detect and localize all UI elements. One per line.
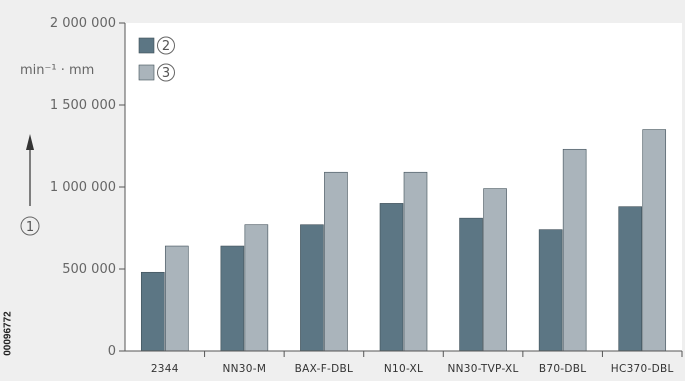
y-axis-marker: 1 (20, 134, 40, 236)
y-tick-label: 0 (108, 344, 116, 359)
legend: 23 (138, 36, 175, 82)
bar-series-2 (300, 224, 324, 352)
plot-area (125, 23, 682, 351)
x-tick-labels: 2344 NN30-M BAX-F-DBL N10-XL NN30-TVP-XL B70-… (151, 351, 683, 375)
bar-series-3 (164, 245, 189, 352)
bar-series-3 (324, 171, 348, 352)
document-code-text: 00096772 (2, 311, 14, 356)
y-tick-label: 1 500 000 (50, 98, 116, 113)
bar-series-3 (483, 188, 507, 352)
bars-group (140, 129, 667, 352)
y-tick-labels: 0 500 000 1 000 000 1 500 000 2 000 000 (50, 16, 125, 359)
bar-series-2 (140, 271, 165, 352)
legend-label: 3 (162, 66, 170, 81)
marker-label: 1 (26, 220, 34, 235)
bar-series-2 (459, 217, 483, 352)
bar-series-2 (538, 229, 563, 352)
x-tick-label: N10-XL (384, 363, 423, 375)
x-tick-label: B70-DBL (539, 363, 587, 375)
bar-series-2 (220, 245, 245, 352)
unit-label: min⁻¹ · mm (20, 63, 94, 78)
x-tick-label: 2344 (151, 363, 179, 375)
legend-label: 2 (162, 39, 170, 54)
x-tick-label: HC370-DBL (611, 363, 674, 375)
document-code: 00096772 (0, 300, 16, 370)
legend-marker-circle (157, 63, 175, 82)
y-tick-label: 500 000 (62, 262, 116, 277)
y-tick-label: 1 000 000 (50, 180, 116, 195)
bar-series-3 (403, 171, 428, 352)
x-tick-label: BAX-F-DBL (295, 363, 354, 375)
legend-swatch (138, 37, 155, 54)
y-tick-label: 2 000 000 (50, 16, 116, 31)
x-tick-label: NN30-M (222, 363, 266, 375)
x-tick-label: NN30-TVP-XL (447, 363, 518, 375)
bar-series-2 (618, 206, 643, 352)
legend-marker-circle (157, 36, 175, 55)
legend-swatch (138, 64, 155, 81)
bar-series-3 (562, 148, 587, 352)
arrow-head (26, 134, 34, 150)
bar-series-2 (379, 203, 404, 352)
bar-series-3 (642, 129, 667, 352)
marker-circle (20, 216, 40, 236)
bar-series-3 (244, 224, 269, 352)
